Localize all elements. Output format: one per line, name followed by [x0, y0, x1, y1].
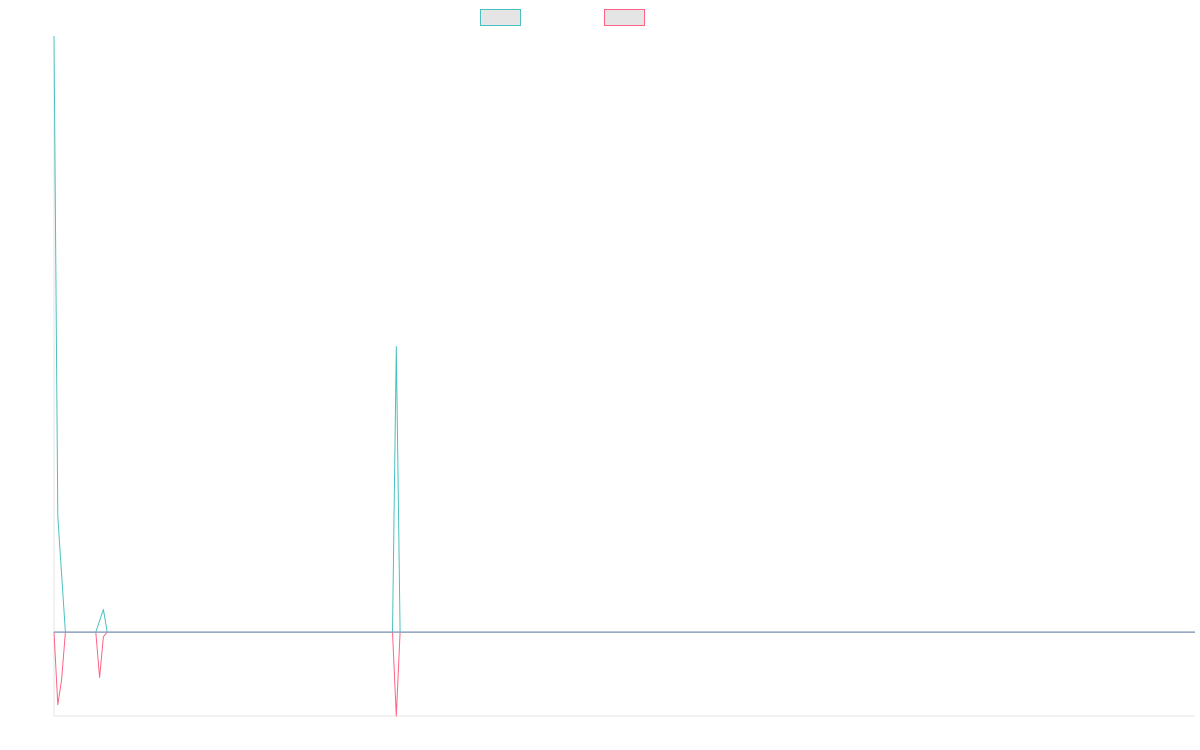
- legend-swatch-1: [480, 9, 521, 26]
- legend: [480, 9, 645, 26]
- series-line-2: [53, 631, 1195, 717]
- series-line-1: [53, 35, 1195, 633]
- axes: [53, 36, 1195, 717]
- series-layer: [53, 35, 1195, 717]
- legend-swatch-2: [604, 9, 645, 26]
